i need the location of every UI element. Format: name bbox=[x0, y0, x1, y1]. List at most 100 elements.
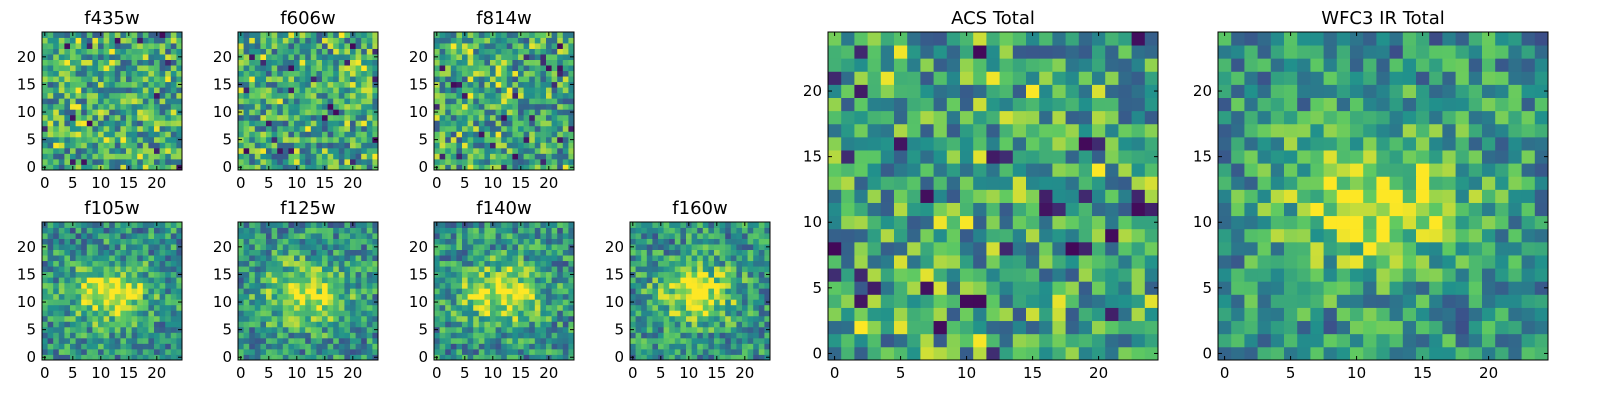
heatmap-cell bbox=[142, 282, 149, 289]
heatmap-cell bbox=[327, 147, 334, 154]
heatmap-cell bbox=[170, 282, 177, 289]
heatmap-cell bbox=[960, 320, 974, 335]
heatmap-cell bbox=[42, 304, 48, 311]
heatmap-cell bbox=[126, 70, 132, 77]
heatmap-cell bbox=[64, 321, 71, 328]
heatmap-cell bbox=[484, 120, 491, 127]
heatmap-cell bbox=[562, 125, 569, 132]
heatmap-cell bbox=[568, 48, 575, 55]
heatmap-cell bbox=[114, 343, 121, 350]
heatmap-cell bbox=[1052, 268, 1066, 282]
heatmap-cell bbox=[92, 120, 99, 127]
heatmap-cell bbox=[126, 227, 132, 234]
heatmap-cell bbox=[478, 48, 485, 55]
heatmap-cell bbox=[170, 136, 177, 143]
heatmap-cell bbox=[344, 37, 351, 44]
heatmap-cell bbox=[58, 43, 65, 49]
heatmap-cell bbox=[1078, 294, 1093, 308]
heatmap-cell bbox=[562, 32, 569, 38]
heatmap-cell bbox=[484, 233, 491, 239]
heatmap-cell bbox=[562, 158, 569, 165]
heatmap-cell bbox=[266, 114, 272, 121]
heatmap-cell bbox=[445, 65, 452, 72]
heatmap-cell bbox=[658, 260, 664, 267]
heatmap-cell bbox=[434, 158, 440, 165]
heatmap-cell bbox=[445, 271, 452, 278]
heatmap-cell bbox=[338, 337, 345, 344]
heatmap-cell bbox=[350, 76, 356, 83]
heatmap-cell bbox=[534, 92, 541, 99]
heatmap-cell bbox=[366, 282, 373, 289]
heatmap-cell bbox=[294, 337, 300, 344]
heatmap-cell bbox=[53, 131, 60, 138]
heatmap-cell bbox=[680, 282, 687, 289]
heatmap-cell bbox=[512, 233, 519, 239]
heatmap-cell bbox=[736, 315, 743, 322]
heatmap-cell bbox=[658, 266, 664, 273]
heatmap-cell bbox=[686, 282, 692, 289]
heatmap-cell bbox=[327, 87, 334, 94]
heatmap-cell bbox=[484, 131, 491, 138]
heatmap-cell bbox=[344, 348, 351, 355]
heatmap-cell bbox=[434, 315, 440, 322]
heatmap-cell bbox=[81, 315, 88, 322]
heatmap-cell bbox=[288, 136, 295, 143]
heatmap-cell bbox=[305, 266, 312, 273]
heatmap-cell bbox=[176, 222, 183, 228]
y-tick-label: 10 bbox=[409, 103, 428, 121]
heatmap-cell bbox=[742, 321, 748, 328]
heatmap-cell bbox=[495, 238, 502, 245]
heatmap-cell bbox=[557, 147, 564, 154]
heatmap-cell bbox=[361, 348, 368, 355]
heatmap-cell bbox=[327, 70, 334, 77]
heatmap-cell bbox=[658, 315, 664, 322]
heatmap-cell bbox=[238, 76, 244, 83]
heatmap-cell bbox=[58, 222, 65, 228]
heatmap-cell bbox=[691, 354, 698, 361]
heatmap-cell bbox=[557, 70, 564, 77]
heatmap-cell bbox=[473, 54, 480, 60]
heatmap-cell bbox=[747, 326, 754, 333]
heatmap-cell bbox=[81, 288, 88, 295]
heatmap-cell bbox=[310, 109, 317, 116]
heatmap-cell bbox=[322, 120, 328, 127]
heatmap-cell bbox=[86, 92, 93, 99]
heatmap-cell bbox=[81, 125, 88, 132]
heatmap-cell bbox=[490, 92, 496, 99]
heatmap-cell bbox=[109, 249, 116, 256]
heatmap-cell bbox=[310, 92, 317, 99]
heatmap-cell bbox=[137, 32, 144, 38]
heatmap-cell bbox=[478, 310, 485, 317]
heatmap-cell bbox=[523, 92, 530, 99]
heatmap-cell bbox=[53, 147, 60, 154]
heatmap-cell bbox=[42, 114, 48, 121]
heatmap-cell bbox=[495, 59, 502, 66]
heatmap-cell bbox=[434, 131, 440, 138]
heatmap-cell bbox=[478, 164, 485, 171]
heatmap-cell bbox=[462, 37, 468, 44]
heatmap-cell bbox=[114, 271, 121, 278]
heatmap-cell bbox=[635, 288, 642, 295]
heatmap-cell bbox=[568, 76, 575, 83]
heatmap-cell bbox=[1105, 176, 1119, 190]
heatmap-cell bbox=[366, 271, 373, 278]
heatmap-cell bbox=[691, 222, 698, 228]
heatmap-cell bbox=[126, 48, 132, 55]
heatmap-cell bbox=[322, 142, 328, 149]
heatmap-cell bbox=[131, 299, 138, 306]
heatmap-cell bbox=[47, 158, 54, 165]
heatmap-cell bbox=[562, 315, 569, 322]
heatmap-cell bbox=[828, 163, 842, 177]
heatmap-cell bbox=[680, 304, 687, 311]
heatmap-cell bbox=[58, 92, 65, 99]
heatmap-cell bbox=[64, 37, 71, 44]
heatmap-cell bbox=[176, 249, 183, 256]
heatmap-cell bbox=[126, 81, 132, 88]
x-tick-label: 15 bbox=[315, 174, 334, 192]
heatmap-cell bbox=[568, 337, 575, 344]
heatmap-cell bbox=[473, 131, 480, 138]
heatmap-cell bbox=[47, 326, 54, 333]
heatmap-cell bbox=[540, 348, 547, 355]
heatmap-cell bbox=[170, 153, 177, 160]
heatmap-cell bbox=[70, 266, 76, 273]
